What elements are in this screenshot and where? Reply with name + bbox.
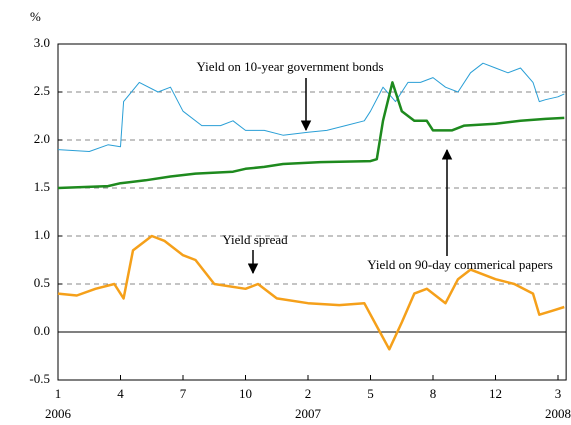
- x-year-label: 2006: [45, 406, 72, 421]
- y-unit: %: [30, 9, 41, 24]
- y-tick-label: 1.0: [34, 227, 50, 242]
- x-year-label: 2007: [295, 406, 322, 421]
- x-tick-label: 5: [367, 386, 374, 401]
- annotation-arrows: [247, 78, 453, 275]
- y-tick-label: 1.5: [34, 179, 50, 194]
- plot-frame: [57, 43, 567, 381]
- x-tick-label: 2: [305, 386, 312, 401]
- y-tick-label: 2.0: [34, 131, 50, 146]
- x-tick-label: 3: [555, 386, 562, 401]
- x-tick-label: 12: [489, 386, 502, 401]
- annotation: Yield spread: [222, 232, 288, 247]
- y-tick-label: 0.0: [34, 323, 50, 338]
- y-tick-label: 2.5: [34, 83, 50, 98]
- series-line: [57, 81, 565, 190]
- series-line: [57, 62, 565, 152]
- x-tick-label: 10: [239, 386, 252, 401]
- annotation: Yield on 10-year government bonds: [196, 59, 383, 74]
- y-tick-label: 3.0: [34, 35, 50, 50]
- x-tick-label: 8: [430, 386, 437, 401]
- x-year-label: 2008: [545, 406, 571, 421]
- y-tick-label: -0.5: [29, 371, 50, 386]
- annotation: Yield on 90-day commerical papers: [367, 257, 553, 272]
- x-tick-label: 7: [180, 386, 187, 401]
- x-tick-label: 4: [117, 386, 124, 401]
- series-line: [57, 234, 565, 351]
- x-tick-label: 1: [55, 386, 62, 401]
- y-tick-label: 0.5: [34, 275, 50, 290]
